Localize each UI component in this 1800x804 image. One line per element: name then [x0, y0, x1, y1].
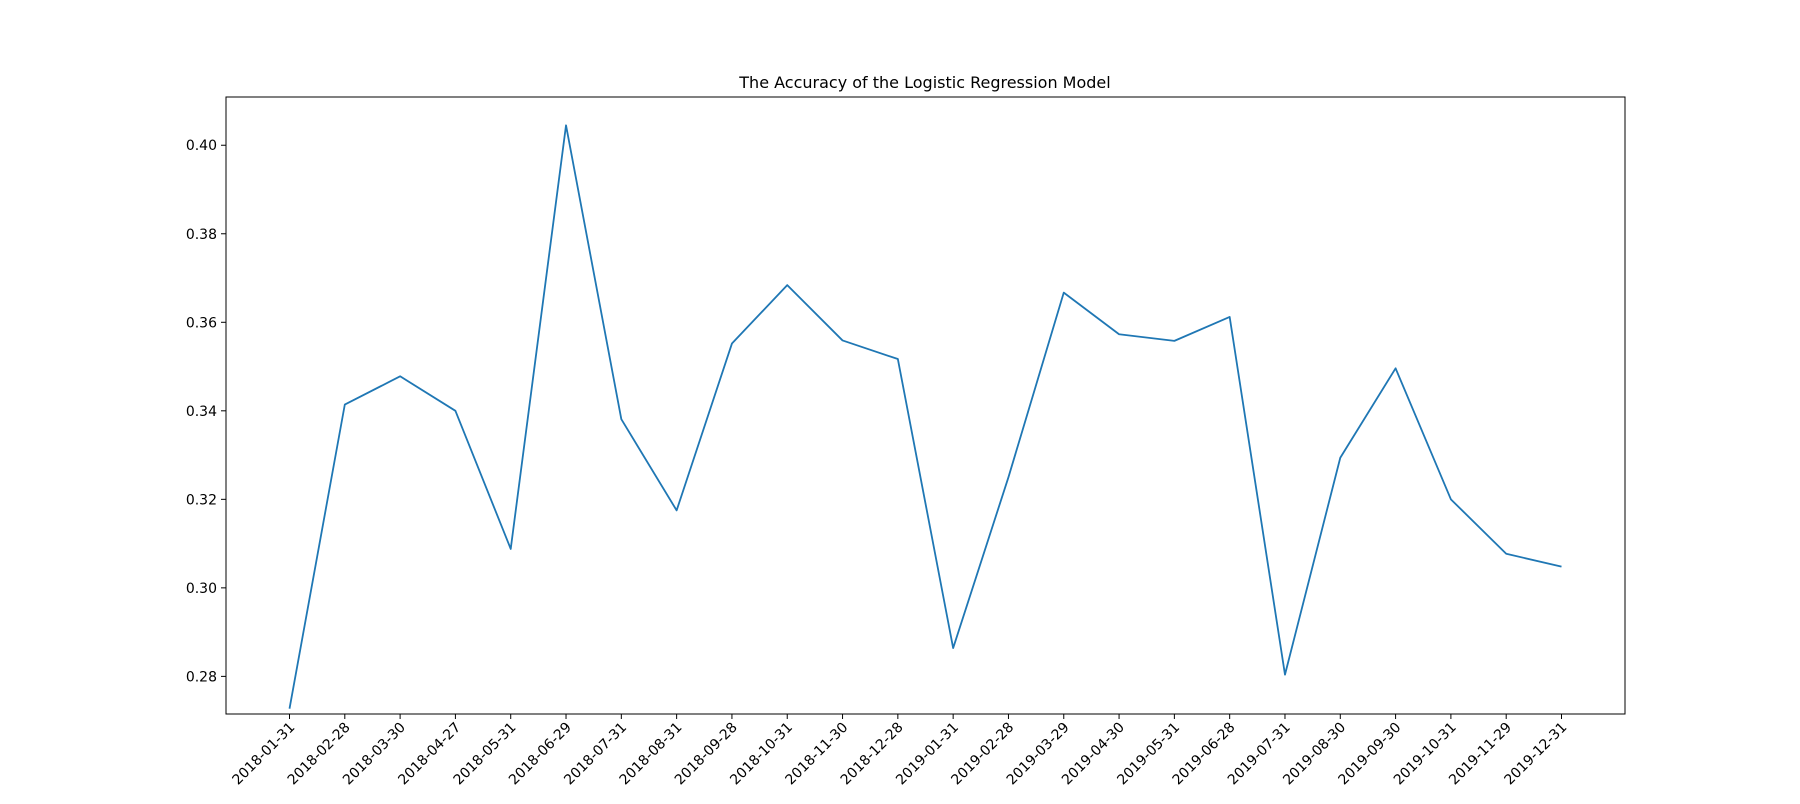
y-tick-label: 0.40 — [186, 138, 217, 154]
y-tick-label: 0.28 — [186, 669, 217, 685]
chart-title: The Accuracy of the Logistic Regression … — [738, 73, 1110, 92]
y-tick-label: 0.30 — [186, 581, 217, 597]
y-tick-label: 0.38 — [186, 227, 217, 243]
series-line — [288, 124, 1562, 709]
series-layer — [288, 124, 1562, 709]
y-tick-label: 0.34 — [186, 404, 217, 420]
x-axis: 2018-01-312018-02-282018-03-302018-04-27… — [229, 714, 1570, 788]
y-axis: 0.28 0.30 0.32 0.34 0.36 0.38 0.40 — [186, 138, 226, 685]
y-tick-label: 0.32 — [186, 492, 217, 508]
y-tick-label: 0.36 — [186, 315, 217, 331]
plot-area-frame — [225, 96, 1626, 715]
